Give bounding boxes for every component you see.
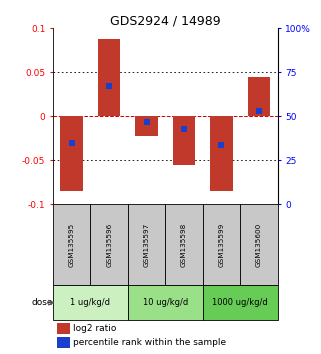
- Bar: [128, 285, 203, 320]
- Text: GSM135596: GSM135596: [106, 223, 112, 267]
- Text: percentile rank within the sample: percentile rank within the sample: [73, 338, 226, 347]
- Text: log2 ratio: log2 ratio: [73, 324, 117, 333]
- Bar: [53, 205, 91, 285]
- Point: [181, 126, 187, 132]
- Bar: [203, 205, 240, 285]
- Bar: [57, 337, 70, 348]
- Bar: [173, 116, 195, 165]
- Text: GSM135597: GSM135597: [143, 223, 150, 267]
- Title: GDS2924 / 14989: GDS2924 / 14989: [110, 14, 221, 27]
- Bar: [135, 116, 158, 136]
- Bar: [128, 205, 165, 285]
- Text: 10 ug/kg/d: 10 ug/kg/d: [143, 298, 188, 307]
- Bar: [240, 205, 278, 285]
- Text: 1 ug/kg/d: 1 ug/kg/d: [70, 298, 110, 307]
- Point: [69, 140, 74, 145]
- Bar: [57, 323, 70, 334]
- Point: [256, 108, 262, 114]
- Point: [107, 84, 112, 89]
- Text: GSM135598: GSM135598: [181, 223, 187, 267]
- Text: GSM135595: GSM135595: [69, 223, 75, 267]
- Bar: [210, 116, 233, 191]
- Bar: [248, 77, 270, 116]
- Bar: [60, 116, 83, 191]
- Point: [219, 142, 224, 147]
- Bar: [91, 205, 128, 285]
- Bar: [98, 39, 120, 116]
- Point: [144, 119, 149, 125]
- Bar: [203, 285, 278, 320]
- Bar: [53, 285, 128, 320]
- Text: GSM135600: GSM135600: [256, 223, 262, 267]
- Bar: [165, 205, 203, 285]
- Text: GSM135599: GSM135599: [219, 223, 224, 267]
- Text: dose: dose: [31, 298, 53, 307]
- Text: 1000 ug/kg/d: 1000 ug/kg/d: [212, 298, 268, 307]
